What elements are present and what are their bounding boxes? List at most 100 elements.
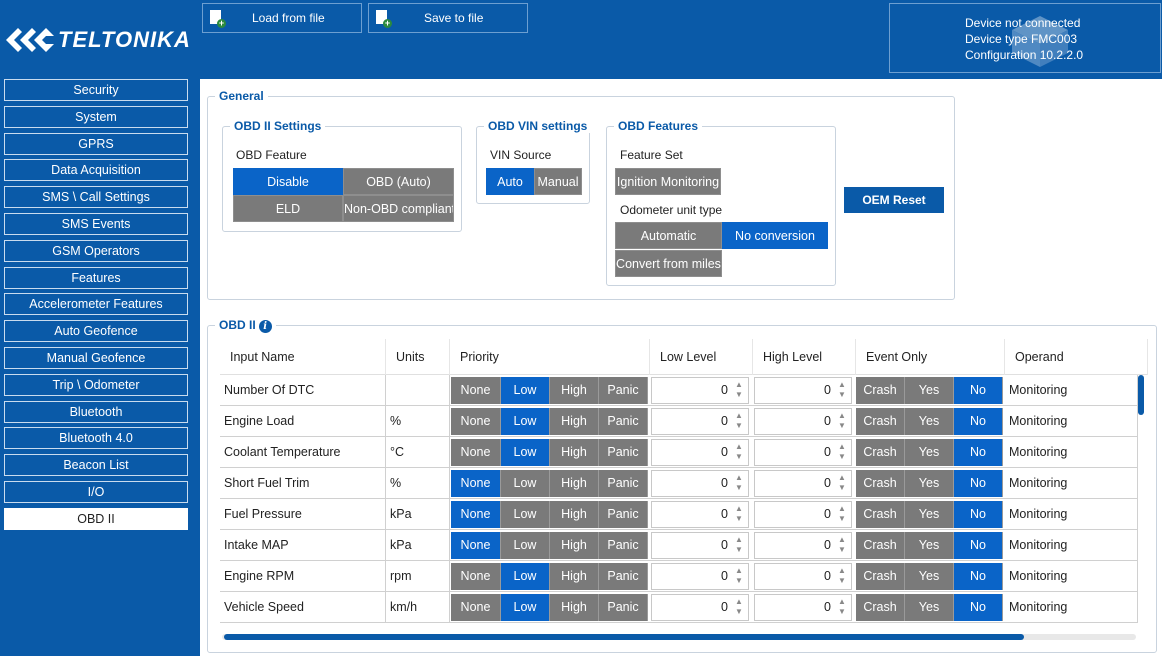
sidebar-item-auto-geofence[interactable]: Auto Geofence xyxy=(4,320,188,343)
odometer-no-conversion-button[interactable]: No conversion xyxy=(722,222,828,249)
sidebar-item-obd-ii[interactable]: OBD II xyxy=(4,507,188,530)
spinner-arrows-icon[interactable]: ▲ ▼ xyxy=(838,566,846,585)
event-crash-button[interactable]: Crash xyxy=(856,532,905,559)
high-level-input[interactable]: 0 ▲ ▼ xyxy=(754,563,852,590)
event-no-button[interactable]: No xyxy=(954,470,1003,497)
sidebar-item-sms-events[interactable]: SMS Events xyxy=(4,212,188,235)
odometer-convert-miles-button[interactable]: Convert from miles xyxy=(615,250,722,277)
high-level-input[interactable]: 0 ▲ ▼ xyxy=(754,439,852,466)
vin-auto-button[interactable]: Auto xyxy=(486,168,534,195)
sidebar-item-accelerometer-features[interactable]: Accelerometer Features xyxy=(4,293,188,316)
event-yes-button[interactable]: Yes xyxy=(905,563,954,590)
operand-cell[interactable]: Monitoring xyxy=(1005,499,1138,530)
operand-cell[interactable]: Monitoring xyxy=(1005,592,1138,623)
event-no-button[interactable]: No xyxy=(954,501,1003,528)
event-crash-button[interactable]: Crash xyxy=(856,501,905,528)
event-no-button[interactable]: No xyxy=(954,532,1003,559)
priority-none-button[interactable]: None xyxy=(451,594,501,621)
operand-cell[interactable]: Monitoring xyxy=(1005,375,1138,406)
operand-cell[interactable]: Monitoring xyxy=(1005,530,1138,561)
high-level-input[interactable]: 0 ▲ ▼ xyxy=(754,532,852,559)
vertical-scrollbar[interactable] xyxy=(1138,375,1144,415)
spinner-arrows-icon[interactable]: ▲ ▼ xyxy=(735,504,743,523)
sidebar-item-gprs[interactable]: GPRS xyxy=(4,132,188,155)
priority-panic-button[interactable]: Panic xyxy=(599,563,648,590)
operand-cell[interactable]: Monitoring xyxy=(1005,437,1138,468)
low-level-input[interactable]: 0 ▲ ▼ xyxy=(651,408,749,435)
event-crash-button[interactable]: Crash xyxy=(856,594,905,621)
priority-low-button[interactable]: Low xyxy=(501,470,550,497)
event-crash-button[interactable]: Crash xyxy=(856,439,905,466)
event-yes-button[interactable]: Yes xyxy=(905,594,954,621)
spinner-arrows-icon[interactable]: ▲ ▼ xyxy=(838,535,846,554)
priority-high-button[interactable]: High xyxy=(550,439,599,466)
event-crash-button[interactable]: Crash xyxy=(856,563,905,590)
sidebar-item-features[interactable]: Features xyxy=(4,266,188,289)
high-level-input[interactable]: 0 ▲ ▼ xyxy=(754,470,852,497)
low-level-input[interactable]: 0 ▲ ▼ xyxy=(651,470,749,497)
low-level-input[interactable]: 0 ▲ ▼ xyxy=(651,594,749,621)
priority-high-button[interactable]: High xyxy=(550,470,599,497)
priority-panic-button[interactable]: Panic xyxy=(599,408,648,435)
horizontal-scrollbar-thumb[interactable] xyxy=(224,634,1024,640)
operand-cell[interactable]: Monitoring xyxy=(1005,561,1138,592)
priority-high-button[interactable]: High xyxy=(550,408,599,435)
ignition-monitoring-button[interactable]: Ignition Monitoring xyxy=(615,168,721,195)
sidebar-item-beacon-list[interactable]: Beacon List xyxy=(4,454,188,477)
spinner-arrows-icon[interactable]: ▲ ▼ xyxy=(838,442,846,461)
spinner-arrows-icon[interactable]: ▲ ▼ xyxy=(838,504,846,523)
obd-non-compliant-button[interactable]: Non-OBD compliant xyxy=(343,195,454,222)
odometer-automatic-button[interactable]: Automatic xyxy=(615,222,722,249)
operand-cell[interactable]: Monitoring xyxy=(1005,406,1138,437)
info-icon[interactable]: i xyxy=(258,320,272,333)
sidebar-item-data-acquisition[interactable]: Data Acquisition xyxy=(4,159,188,182)
spinner-arrows-icon[interactable]: ▲ ▼ xyxy=(735,442,743,461)
spinner-arrows-icon[interactable]: ▲ ▼ xyxy=(838,473,846,492)
low-level-input[interactable]: 0 ▲ ▼ xyxy=(651,439,749,466)
priority-high-button[interactable]: High xyxy=(550,501,599,528)
priority-high-button[interactable]: High xyxy=(550,377,599,404)
spinner-arrows-icon[interactable]: ▲ ▼ xyxy=(735,535,743,554)
vin-manual-button[interactable]: Manual xyxy=(534,168,582,195)
spinner-arrows-icon[interactable]: ▲ ▼ xyxy=(735,597,743,616)
obd-disable-button[interactable]: Disable xyxy=(233,168,343,195)
priority-high-button[interactable]: High xyxy=(550,532,599,559)
priority-none-button[interactable]: None xyxy=(451,377,501,404)
event-crash-button[interactable]: Crash xyxy=(856,470,905,497)
event-yes-button[interactable]: Yes xyxy=(905,408,954,435)
event-yes-button[interactable]: Yes xyxy=(905,501,954,528)
priority-panic-button[interactable]: Panic xyxy=(599,470,648,497)
priority-none-button[interactable]: None xyxy=(451,470,501,497)
sidebar-item-security[interactable]: Security xyxy=(4,79,188,101)
oem-reset-button[interactable]: OEM Reset xyxy=(844,187,944,213)
sidebar-item-gsm-operators[interactable]: GSM Operators xyxy=(4,239,188,262)
spinner-arrows-icon[interactable]: ▲ ▼ xyxy=(735,411,743,430)
priority-low-button[interactable]: Low xyxy=(501,501,550,528)
event-no-button[interactable]: No xyxy=(954,594,1003,621)
priority-panic-button[interactable]: Panic xyxy=(599,594,648,621)
spinner-arrows-icon[interactable]: ▲ ▼ xyxy=(735,473,743,492)
event-yes-button[interactable]: Yes xyxy=(905,470,954,497)
priority-none-button[interactable]: None xyxy=(451,532,501,559)
priority-panic-button[interactable]: Panic xyxy=(599,377,648,404)
event-no-button[interactable]: No xyxy=(954,439,1003,466)
high-level-input[interactable]: 0 ▲ ▼ xyxy=(754,377,852,404)
event-yes-button[interactable]: Yes xyxy=(905,377,954,404)
event-no-button[interactable]: No xyxy=(954,408,1003,435)
priority-none-button[interactable]: None xyxy=(451,439,501,466)
priority-low-button[interactable]: Low xyxy=(501,563,550,590)
load-from-file-button[interactable]: + Load from file xyxy=(202,3,362,33)
spinner-arrows-icon[interactable]: ▲ ▼ xyxy=(838,380,846,399)
sidebar-item-bluetooth-4-0[interactable]: Bluetooth 4.0 xyxy=(4,427,188,450)
event-crash-button[interactable]: Crash xyxy=(856,408,905,435)
high-level-input[interactable]: 0 ▲ ▼ xyxy=(754,501,852,528)
operand-cell[interactable]: Monitoring xyxy=(1005,468,1138,499)
priority-panic-button[interactable]: Panic xyxy=(599,532,648,559)
spinner-arrows-icon[interactable]: ▲ ▼ xyxy=(735,380,743,399)
event-no-button[interactable]: No xyxy=(954,377,1003,404)
priority-low-button[interactable]: Low xyxy=(501,594,550,621)
sidebar-item-i-o[interactable]: I/O xyxy=(4,480,188,503)
priority-panic-button[interactable]: Panic xyxy=(599,439,648,466)
high-level-input[interactable]: 0 ▲ ▼ xyxy=(754,594,852,621)
event-crash-button[interactable]: Crash xyxy=(856,377,905,404)
